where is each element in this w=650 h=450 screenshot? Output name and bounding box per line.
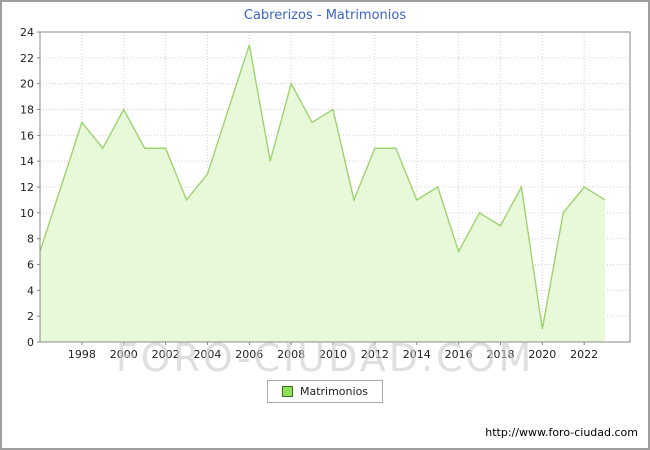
svg-text:1998: 1998 <box>68 348 96 361</box>
svg-text:2010: 2010 <box>319 348 347 361</box>
svg-text:2012: 2012 <box>361 348 389 361</box>
svg-text:20: 20 <box>20 78 34 91</box>
svg-text:2000: 2000 <box>110 348 138 361</box>
chart-area: 0 2 4 6 8 10 12 14 16 18 20 22 24 1998 2000 2002 2004 200… <box>2 2 648 371</box>
svg-text:14: 14 <box>20 155 34 168</box>
svg-text:6: 6 <box>27 259 34 272</box>
svg-text:2016: 2016 <box>445 348 473 361</box>
svg-text:2008: 2008 <box>277 348 305 361</box>
svg-text:12: 12 <box>20 181 34 194</box>
svg-text:2020: 2020 <box>528 348 556 361</box>
svg-text:18: 18 <box>20 104 34 117</box>
legend-swatch-matrimonios <box>281 386 293 397</box>
svg-text:4: 4 <box>27 284 34 297</box>
svg-text:0: 0 <box>27 336 34 349</box>
svg-text:2018: 2018 <box>486 348 514 361</box>
legend: Matrimonios <box>266 380 384 403</box>
chart-title: Cabrerizos - Matrimonios <box>243 8 407 23</box>
svg-text:10: 10 <box>20 207 34 220</box>
svg-text:2014: 2014 <box>403 348 431 361</box>
legend-label: Matrimonios <box>299 385 369 398</box>
svg-text:2022: 2022 <box>570 348 598 361</box>
svg-text:16: 16 <box>20 129 34 142</box>
svg-text:8: 8 <box>27 233 34 246</box>
svg-text:2006: 2006 <box>235 348 263 361</box>
source-url: http://www.foro-ciudad.com <box>485 426 638 439</box>
svg-text:2: 2 <box>27 310 34 323</box>
svg-text:2002: 2002 <box>152 348 180 361</box>
svg-text:2004: 2004 <box>193 348 221 361</box>
svg-text:22: 22 <box>20 52 34 65</box>
svg-text:24: 24 <box>20 26 34 39</box>
